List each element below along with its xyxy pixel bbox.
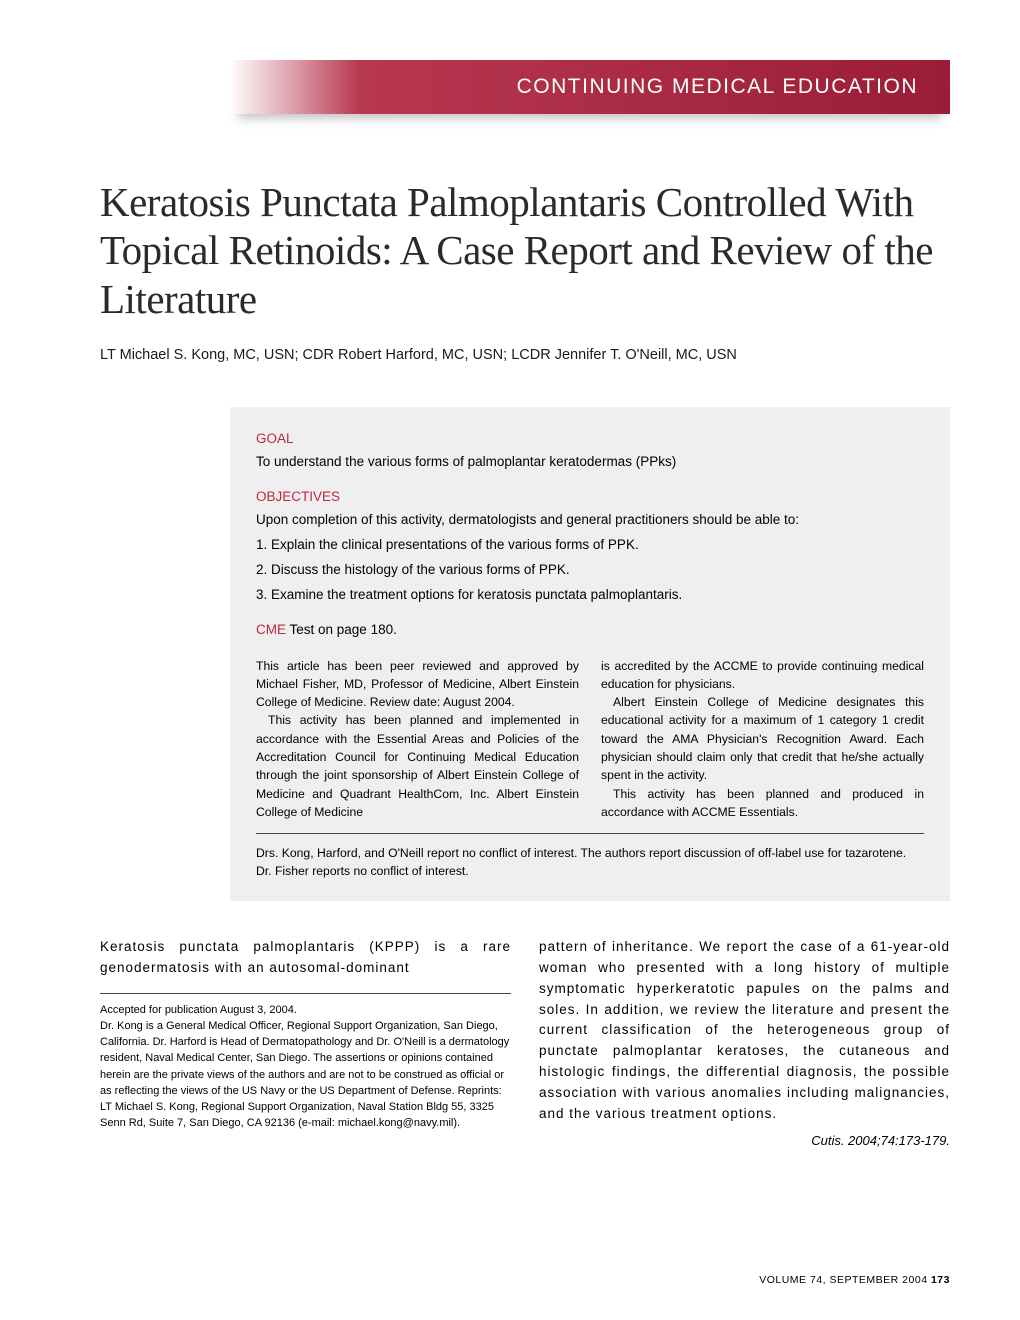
accred-p: Albert Einstein College of Medicine desi… [601,693,924,784]
accred-p: is accredited by the ACCME to provide co… [601,657,924,694]
accred-p: This activity has been planned and produ… [601,785,924,822]
authors-line: LT Michael S. Kong, MC, USN; CDR Robert … [100,347,950,363]
cme-test-line: CME Test on page 180. [256,620,924,641]
cme-rest: Test on page 180. [286,622,397,637]
accred-p: This activity has been planned and imple… [256,711,579,821]
accreditation-col-left: This article has been peer reviewed and … [256,657,579,822]
goal-text: To understand the various forms of palmo… [256,452,924,473]
abstract-left: Keratosis punctata palmoplantaris (KPPP)… [100,937,511,979]
category-header-bar: CONTINUING MEDICAL EDUCATION [230,60,950,114]
footnote-divider: Accepted for publication August 3, 2004.… [100,993,511,1132]
footnote-text: Dr. Kong is a General Medical Officer, R… [100,1018,511,1132]
accred-p: This article has been peer reviewed and … [256,657,579,712]
category-label: CONTINUING MEDICAL EDUCATION [517,75,918,99]
article-title: Keratosis Punctata Palmoplantaris Contro… [100,178,950,323]
citation: Cutis. 2004;74:173-179. [539,1131,950,1151]
accreditation-columns: This article has been peer reviewed and … [256,657,924,835]
objective-item: 2. Discuss the histology of the various … [256,560,924,581]
objectives-label: OBJECTIVES [256,487,924,508]
footnote-accepted: Accepted for publication August 3, 2004. [100,1002,511,1018]
objectives-intro: Upon completion of this activity, dermat… [256,510,924,531]
footer-page: 173 [931,1274,950,1286]
objective-item: 3. Examine the treatment options for ker… [256,585,924,606]
footer-volume: VOLUME 74, SEPTEMBER 2004 [759,1274,927,1286]
disclosure-text: Drs. Kong, Harford, and O'Neill report n… [256,844,924,881]
body-col-right: pattern of inheritance. We report the ca… [539,937,950,1151]
body-columns: Keratosis punctata palmoplantaris (KPPP)… [100,937,950,1151]
abstract-right: pattern of inheritance. We report the ca… [539,937,950,1125]
body-col-left: Keratosis punctata palmoplantaris (KPPP)… [100,937,511,1151]
info-box: GOAL To understand the various forms of … [230,407,950,901]
objective-item: 1. Explain the clinical presentations of… [256,535,924,556]
accreditation-col-right: is accredited by the ACCME to provide co… [601,657,924,822]
cme-red-label: CME [256,622,286,637]
goal-label: GOAL [256,429,924,450]
page-footer: VOLUME 74, SEPTEMBER 2004 173 [759,1274,950,1286]
